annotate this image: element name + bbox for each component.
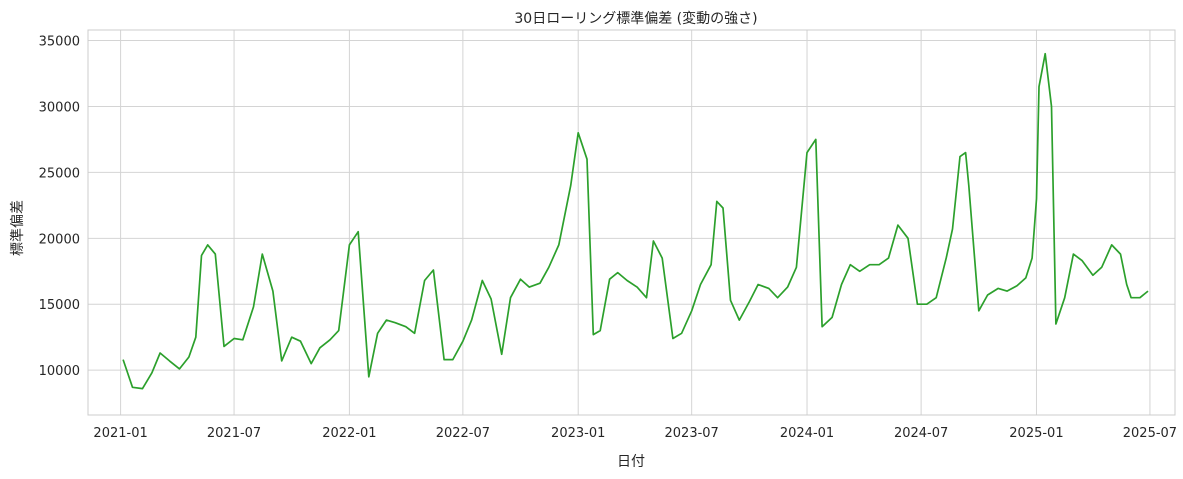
x-axis: 2021-01 2021-07 2022-01 2022-07 2023-01 2023-… — [93, 426, 1177, 441]
x-tick-label: 2022-07 — [436, 426, 490, 441]
y-tick-label: 20000 — [39, 232, 80, 247]
x-axis-title: 日付 — [617, 454, 645, 470]
y-tick-label: 25000 — [39, 166, 80, 181]
y-axis-title: 標準偏差 — [10, 200, 26, 256]
x-tick-label: 2025-01 — [1009, 426, 1063, 441]
y-tick-label: 10000 — [39, 364, 80, 379]
y-tick-label: 30000 — [39, 100, 80, 115]
y-tick-label: 15000 — [39, 298, 80, 313]
chart-title: 30日ローリング標準偏差 (変動の強さ) — [514, 10, 757, 27]
y-axis: 10000 15000 20000 25000 30000 35000 — [39, 35, 80, 380]
grid — [88, 30, 1175, 415]
x-tick-label: 2024-07 — [894, 426, 948, 441]
x-tick-label: 2022-01 — [322, 426, 376, 441]
y-tick-label: 35000 — [39, 35, 80, 50]
plot-area — [87, 29, 1176, 416]
x-tick-label: 2023-07 — [665, 426, 719, 441]
x-tick-label: 2021-07 — [207, 426, 261, 441]
x-tick-label: 2021-01 — [93, 426, 147, 441]
x-tick-label: 2023-01 — [551, 426, 605, 441]
x-tick-label: 2025-07 — [1123, 426, 1177, 441]
x-tick-label: 2024-01 — [780, 426, 834, 441]
series-line — [122, 52, 1149, 390]
